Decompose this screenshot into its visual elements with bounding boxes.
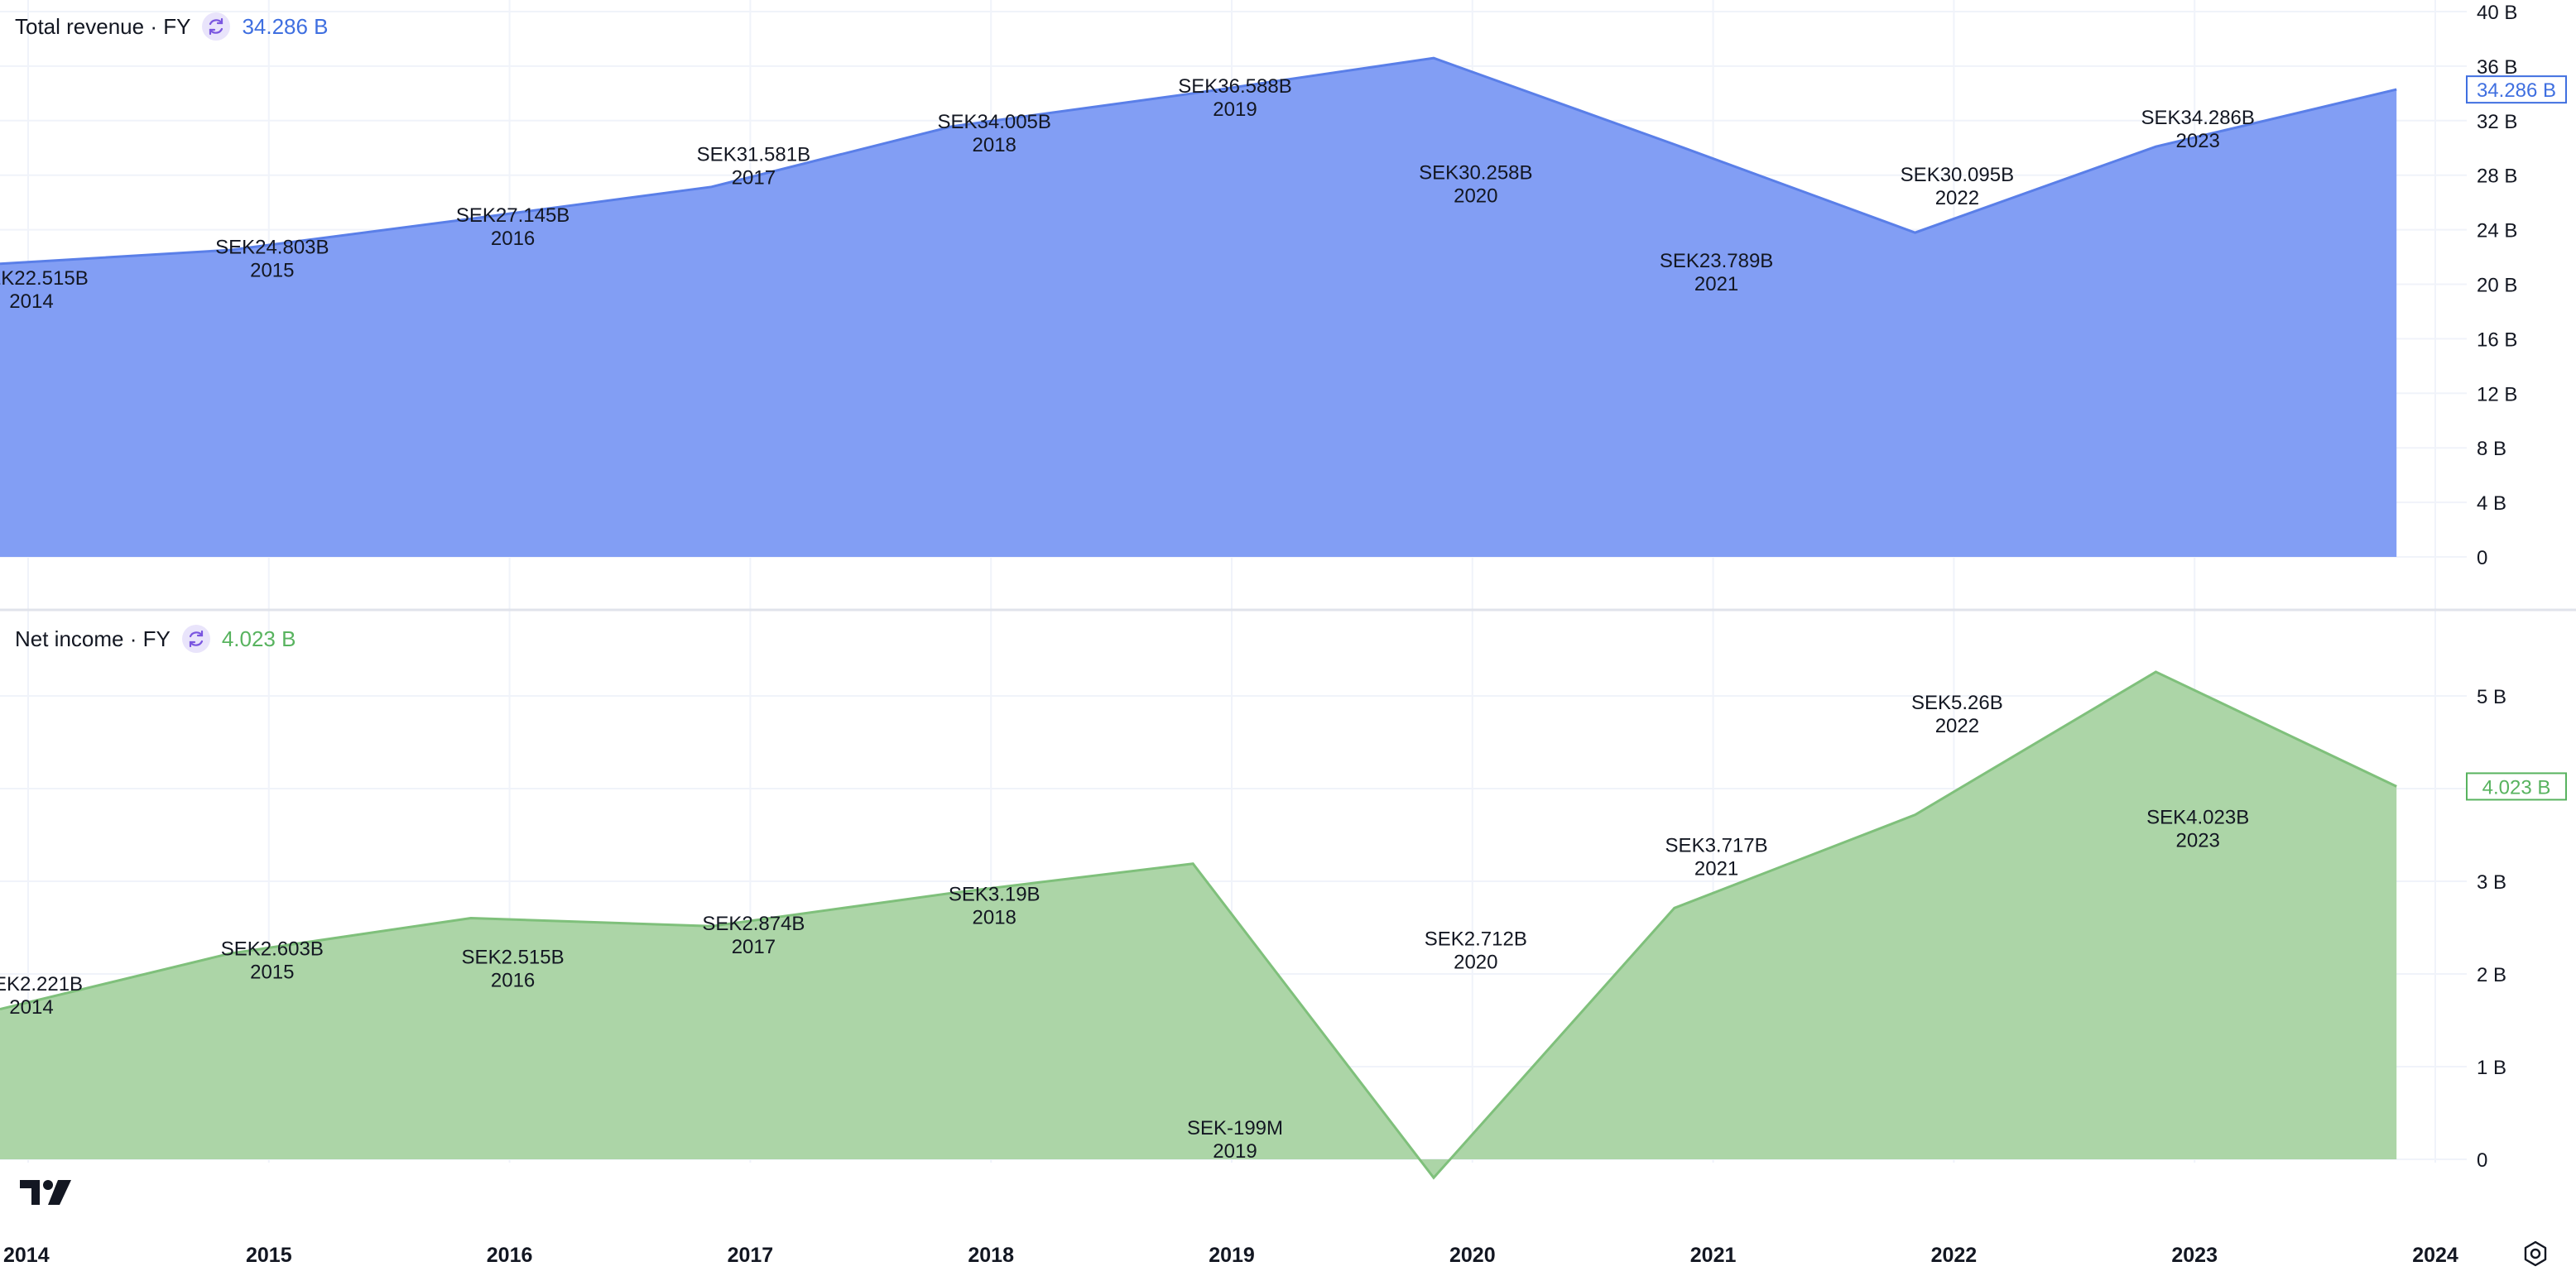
revenue-legend[interactable]: Total revenue · FY 34.286 B bbox=[15, 12, 329, 41]
revenue-legend-title: Total revenue · FY bbox=[15, 13, 191, 39]
revenue-data-label: SEK27.145B bbox=[456, 204, 570, 227]
revenue-y-tick-label: 4 B bbox=[2477, 492, 2506, 515]
tradingview-logo-icon[interactable] bbox=[18, 1178, 73, 1206]
revenue-data-year-label: 2023 bbox=[2176, 130, 2220, 152]
net-income-y-tick-label: 1 B bbox=[2477, 1057, 2506, 1079]
revenue-y-tick-label: 12 B bbox=[2477, 383, 2517, 405]
x-axis-tick-label: 2018 bbox=[968, 1244, 1014, 1267]
revenue-data-label: SEK22.515B bbox=[0, 267, 89, 290]
revenue-data-label: SEK31.581B bbox=[697, 144, 810, 166]
revenue-last-value-badge bbox=[2466, 75, 2567, 104]
revenue-last-value-text: 34.286 B bbox=[2477, 79, 2556, 102]
revenue-data-label: SEK34.286B bbox=[2141, 107, 2254, 129]
net-income-data-year-label: 2019 bbox=[1213, 1140, 1257, 1163]
revenue-legend-value: 34.286 B bbox=[242, 13, 329, 39]
revenue-data-year-label: 2022 bbox=[1935, 187, 1979, 209]
net-income-line bbox=[0, 670, 2397, 1180]
x-axis-tick-label: 2024 bbox=[2412, 1244, 2458, 1267]
x-axis-tick-label: 2017 bbox=[728, 1244, 774, 1267]
revenue-area bbox=[0, 58, 2397, 557]
x-axis-tick-label: 2022 bbox=[1931, 1244, 1978, 1267]
net-income-data-label: SEK2.221B bbox=[0, 973, 83, 995]
settings-gear-icon[interactable] bbox=[2520, 1240, 2551, 1271]
revenue-data-year-label: 2018 bbox=[973, 134, 1016, 156]
net-income-data-year-label: 2023 bbox=[2176, 829, 2220, 851]
refresh-icon[interactable] bbox=[202, 12, 231, 41]
net-income-data-label: SEK2.712B bbox=[1425, 928, 1527, 950]
net-income-data-label: SEK2.603B bbox=[221, 938, 324, 960]
net-income-data-year-label: 2021 bbox=[1694, 858, 1738, 880]
revenue-line bbox=[0, 56, 2397, 266]
x-axis-tick-label: 2016 bbox=[487, 1244, 533, 1267]
net-income-data-label: SEK-199M bbox=[1187, 1117, 1283, 1139]
revenue-data-label: SEK24.803B bbox=[215, 236, 329, 258]
revenue-data-year-label: 2017 bbox=[732, 167, 776, 189]
net-income-data-label: SEK3.717B bbox=[1665, 835, 1768, 857]
revenue-y-tick-label: 36 B bbox=[2477, 56, 2517, 79]
revenue-y-tick-label: 32 B bbox=[2477, 111, 2517, 133]
net-income-data-year-label: 2022 bbox=[1935, 715, 1979, 737]
revenue-y-tick-label: 8 B bbox=[2477, 438, 2506, 460]
revenue-y-tick-label: 20 B bbox=[2477, 275, 2517, 297]
revenue-data-label: SEK34.005B bbox=[937, 111, 1050, 133]
revenue-y-tick-label: 16 B bbox=[2477, 329, 2517, 351]
net-income-data-year-label: 2014 bbox=[9, 996, 53, 1019]
revenue-data-year-label: 2016 bbox=[491, 228, 535, 250]
net-income-data-label: SEK5.26B bbox=[1911, 692, 2003, 714]
revenue-data-year-label: 2021 bbox=[1694, 273, 1738, 295]
net-income-data-label: SEK4.023B bbox=[2146, 806, 2249, 828]
net-income-data-year-label: 2017 bbox=[732, 936, 776, 958]
revenue-data-year-label: 2020 bbox=[1454, 185, 1497, 207]
revenue-data-label: SEK30.258B bbox=[1419, 161, 1532, 184]
net-income-y-tick-label: 3 B bbox=[2477, 871, 2506, 894]
x-axis-tick-label: 2020 bbox=[1449, 1244, 1496, 1267]
x-axis-tick-label: 2019 bbox=[1209, 1244, 1255, 1267]
revenue-data-year-label: 2015 bbox=[250, 259, 294, 281]
net-income-y-tick-label: 0 bbox=[2477, 1149, 2487, 1172]
net-income-legend-value: 4.023 B bbox=[221, 626, 296, 651]
net-income-data-year-label: 2018 bbox=[973, 907, 1016, 929]
net-income-y-tick-label: 5 B bbox=[2477, 686, 2506, 708]
x-axis-tick-label: 2015 bbox=[246, 1244, 292, 1267]
revenue-data-label: SEK30.095B bbox=[1901, 164, 2014, 186]
revenue-data-year-label: 2019 bbox=[1213, 98, 1257, 121]
net-income-y-tick-label: 2 B bbox=[2477, 964, 2506, 986]
revenue-data-year-label: 2014 bbox=[9, 290, 53, 313]
net-income-last-value-text: 4.023 B bbox=[2482, 776, 2551, 799]
revenue-data-label: SEK36.588B bbox=[1178, 75, 1291, 98]
net-income-data-year-label: 2016 bbox=[491, 969, 535, 991]
revenue-y-tick-label: 0 bbox=[2477, 547, 2487, 569]
net-income-legend-title: Net income · FY bbox=[15, 626, 171, 651]
x-axis-tick-label: 2021 bbox=[1690, 1244, 1737, 1267]
revenue-y-tick-label: 40 B bbox=[2477, 2, 2517, 24]
net-income-data-label: SEK2.874B bbox=[702, 913, 805, 935]
net-income-legend[interactable]: Net income · FY 4.023 B bbox=[15, 624, 296, 654]
revenue-y-tick-label: 24 B bbox=[2477, 220, 2517, 242]
net-income-data-label: SEK2.515B bbox=[462, 946, 565, 968]
net-income-last-value-badge bbox=[2466, 772, 2567, 801]
net-income-data-label: SEK3.19B bbox=[949, 884, 1040, 906]
net-income-data-year-label: 2020 bbox=[1454, 951, 1497, 973]
revenue-y-tick-label: 28 B bbox=[2477, 165, 2517, 188]
net-income-data-year-label: 2015 bbox=[250, 961, 294, 983]
x-axis-tick-label: 2023 bbox=[2171, 1244, 2218, 1267]
refresh-icon[interactable] bbox=[181, 625, 210, 653]
net-income-area bbox=[0, 671, 2397, 1178]
revenue-data-label: SEK23.789B bbox=[1660, 250, 1773, 272]
x-axis-tick-label: 2014 bbox=[3, 1244, 50, 1267]
